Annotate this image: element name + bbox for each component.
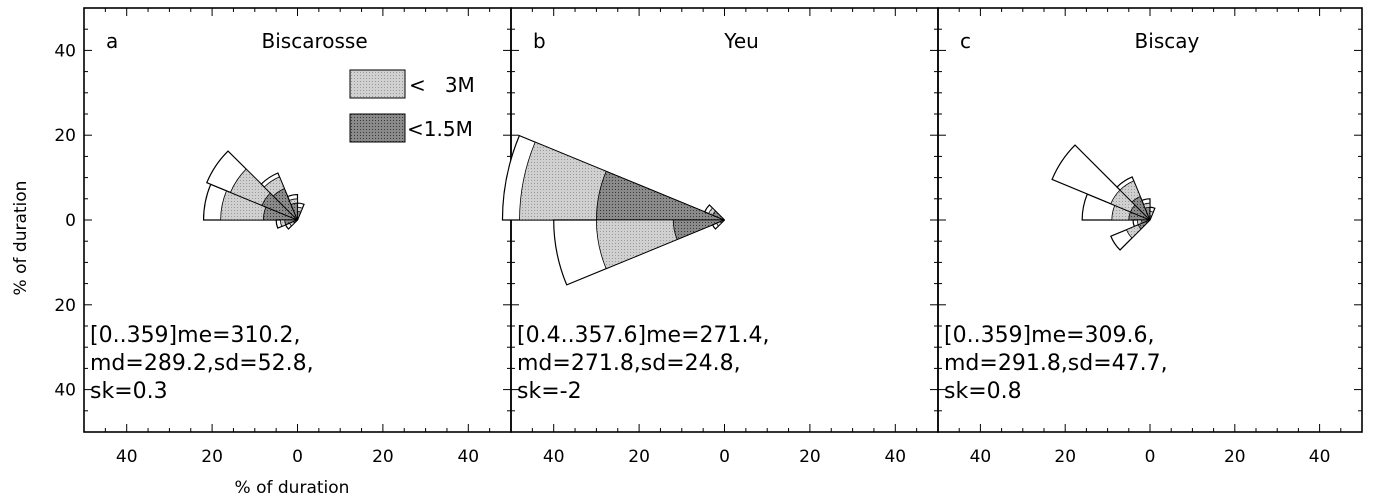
stats-line-a: sk=0.3 xyxy=(90,379,168,404)
stats-line-c: sk=0.8 xyxy=(944,379,1022,404)
stats-line-c: md=291.8,sd=47.7, xyxy=(944,351,1168,376)
y-tick-label: 0 xyxy=(65,211,76,231)
y-tick-label: 20 xyxy=(54,126,76,146)
panel-title-c: Biscay xyxy=(1135,29,1200,53)
panel-title-a: Biscarosse xyxy=(262,29,368,53)
legend-swatch-lt3m xyxy=(349,69,406,99)
y-axis-label: % of duration xyxy=(11,181,31,296)
sector-lt15m xyxy=(1131,195,1151,221)
x-tick-label: 40 xyxy=(457,447,479,467)
panel-letter-c: c xyxy=(960,29,971,53)
x-tick-label: 40 xyxy=(543,447,565,467)
sector-lt15m xyxy=(293,219,298,224)
panel-letter-b: b xyxy=(533,29,546,53)
x-tick-label: 20 xyxy=(799,447,821,467)
panel-a: 40 20 0 20 40 40 20 0 20 40 a Biscarosse [0..359]me=… xyxy=(54,7,512,467)
stats-line-a: md=289.2,sd=52.8, xyxy=(90,351,314,376)
panels-group: 40 20 0 20 40 40 20 0 20 40 a Biscarosse [0..359]me=… xyxy=(54,7,1363,467)
legend-swatch-lt15m xyxy=(349,113,406,143)
x-axis-label: % of duration xyxy=(235,478,350,498)
sector-lt15m xyxy=(1149,215,1153,221)
legend-label-lt3m: < 3M xyxy=(409,73,475,97)
x-tick-label: 0 xyxy=(719,447,730,467)
y-tick-label: 20 xyxy=(54,296,76,316)
sector-lt15m xyxy=(720,219,725,224)
y-tick-label: 40 xyxy=(54,41,76,61)
x-tick-label: 20 xyxy=(201,447,223,467)
sector-lt15m xyxy=(672,219,725,240)
panel-letter-a: a xyxy=(106,29,118,53)
x-tick-label: 0 xyxy=(1145,447,1156,467)
panel-title-b: Yeu xyxy=(723,29,759,53)
x-tick-label: 40 xyxy=(1309,447,1331,467)
stats-line-b: md=271.8,sd=24.8, xyxy=(517,351,741,376)
x-tick-label: 0 xyxy=(292,447,303,467)
sector-lt15m xyxy=(297,211,302,221)
x-tick-label: 20 xyxy=(1224,447,1246,467)
x-tick-label: 40 xyxy=(970,447,992,467)
x-tick-label: 40 xyxy=(116,447,138,467)
legend: < 3M <1.5M xyxy=(349,69,475,143)
stats-line-a: [0..359]me=310.2, xyxy=(90,323,301,348)
sector-lt15m xyxy=(272,188,298,221)
stats-line-c: [0..359]me=309.6, xyxy=(944,323,1155,348)
stats-line-b: sk=-2 xyxy=(517,379,582,404)
y-tick-label: 40 xyxy=(54,381,76,401)
panel-c: 40 20 0 20 40 c Biscay [0..359]me=309.6, md=291.… xyxy=(937,7,1363,467)
x-tick-label: 40 xyxy=(884,447,906,467)
sector-lt15m xyxy=(1137,219,1151,230)
sector-lt15m xyxy=(712,210,725,221)
x-tick-label: 20 xyxy=(1054,447,1076,467)
legend-label-lt15m: <1.5M xyxy=(407,117,473,141)
panel-b: 40 20 0 20 40 b Yeu [0.4..357.6]me=271.4, md=271… xyxy=(501,7,939,467)
stats-line-b: [0.4..357.6]me=271.4, xyxy=(517,323,770,348)
x-tick-label: 20 xyxy=(628,447,650,467)
x-tick-label: 20 xyxy=(372,447,394,467)
